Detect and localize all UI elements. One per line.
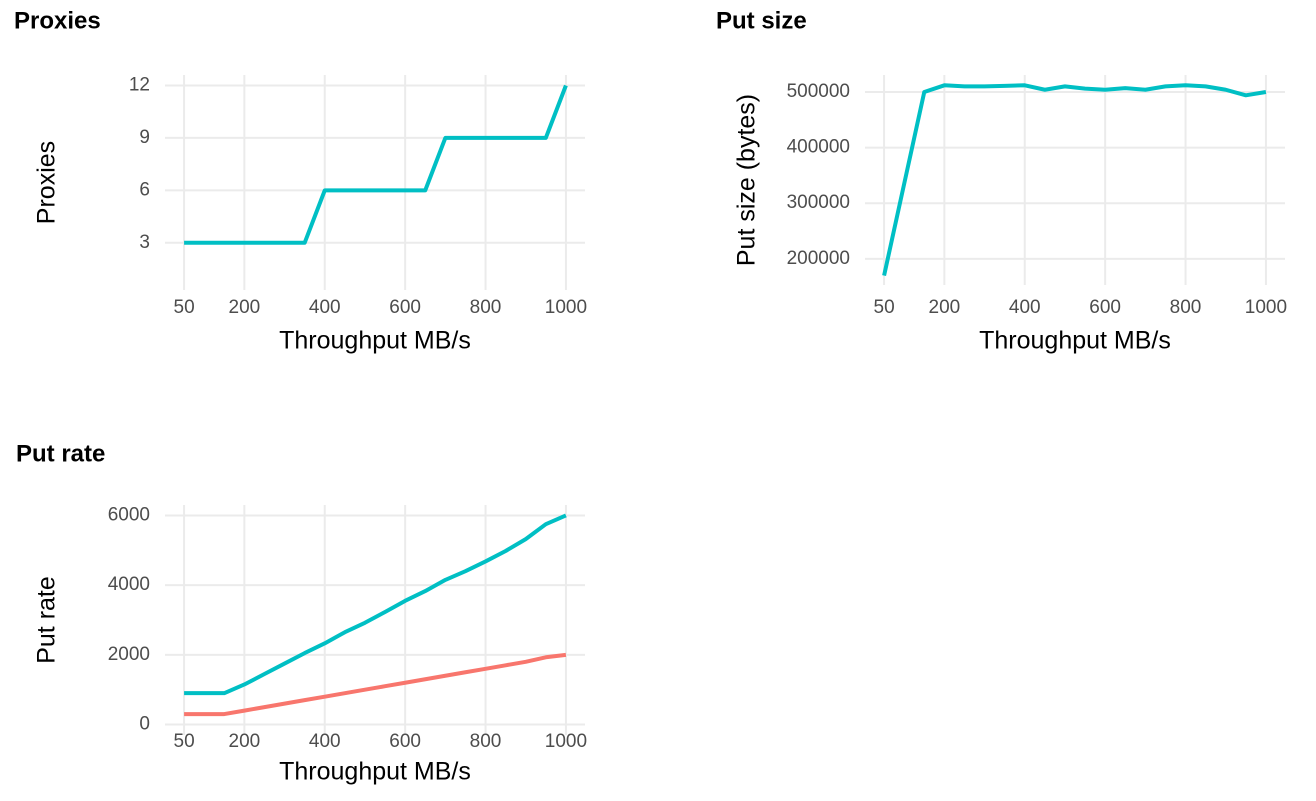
- data-line: [184, 652, 567, 717]
- chart-title: Proxies: [14, 7, 101, 34]
- x-tick-label: 50: [174, 731, 195, 752]
- x-tick-label: 200: [229, 731, 261, 752]
- x-axis-title: Throughput MB/s: [279, 327, 471, 355]
- x-axis-title: Throughput MB/s: [979, 327, 1171, 355]
- x-tick-label: 1000: [545, 297, 587, 318]
- x-tick-label: 200: [229, 297, 261, 318]
- x-tick-label: 800: [1170, 297, 1202, 318]
- y-axis-title: Put rate: [33, 576, 61, 664]
- y-axis-title: Put size (bytes): [733, 94, 761, 266]
- x-tick-label: 1000: [1245, 297, 1287, 318]
- y-tick-label: 200000: [787, 248, 850, 269]
- data-line: [184, 513, 567, 696]
- data-line: [882, 83, 1267, 276]
- x-tick-label: 600: [1089, 297, 1121, 318]
- x-tick-label: 800: [470, 731, 502, 752]
- x-axis-title: Throughput MB/s: [279, 758, 471, 786]
- x-tick-label: 800: [470, 297, 502, 318]
- data-line: [184, 84, 568, 245]
- y-tick-label: 12: [129, 75, 150, 96]
- y-tick-label: 2000: [108, 644, 150, 665]
- x-tick-label: 400: [309, 297, 341, 318]
- x-tick-label: 600: [389, 731, 421, 752]
- x-tick-label: 400: [309, 731, 341, 752]
- chart-title: Put rate: [16, 440, 105, 467]
- y-tick-label: 3: [139, 232, 150, 253]
- x-tick-label: 1000: [545, 731, 587, 752]
- y-tick-label: 300000: [787, 192, 850, 213]
- y-tick-label: 400000: [787, 137, 850, 158]
- y-axis-title: Proxies: [33, 141, 61, 224]
- y-tick-label: 6000: [108, 504, 150, 525]
- y-tick-label: 6: [139, 179, 150, 200]
- y-tick-label: 0: [139, 714, 150, 735]
- x-tick-label: 400: [1009, 297, 1041, 318]
- y-tick-label: 9: [139, 127, 150, 148]
- x-tick-label: 50: [874, 297, 895, 318]
- y-tick-label: 4000: [108, 574, 150, 595]
- chart-title: Put size: [716, 7, 807, 34]
- x-tick-label: 600: [389, 297, 421, 318]
- x-tick-label: 200: [929, 297, 961, 318]
- x-tick-label: 50: [174, 297, 195, 318]
- y-tick-label: 500000: [787, 81, 850, 102]
